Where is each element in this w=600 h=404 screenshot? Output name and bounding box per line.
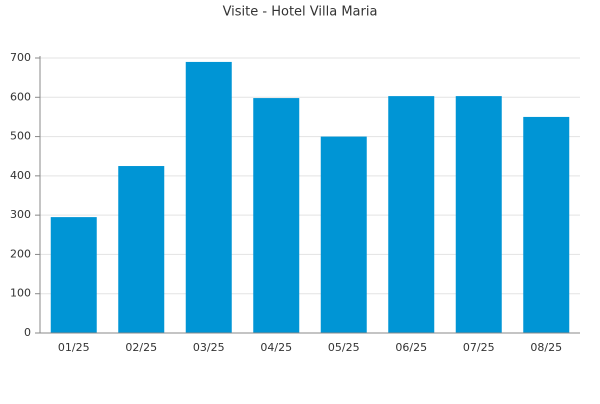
y-tick-label: 700	[10, 51, 31, 64]
y-tick-label: 300	[10, 208, 31, 221]
bar	[388, 96, 435, 333]
bar	[185, 61, 232, 334]
y-tick-label: 600	[10, 90, 31, 103]
y-tick-label: 500	[10, 130, 31, 143]
y-tick-label: 0	[24, 326, 31, 339]
x-tick-label: 05/25	[328, 341, 360, 354]
x-tick-label: 04/25	[260, 341, 292, 354]
y-tick-label: 400	[10, 169, 31, 182]
bar	[118, 166, 165, 333]
bar	[50, 217, 97, 333]
y-tick-label: 100	[10, 287, 31, 300]
bar	[455, 96, 502, 333]
x-tick-label: 07/25	[463, 341, 495, 354]
y-tick-label: 200	[10, 247, 31, 260]
bar	[320, 136, 367, 333]
x-tick-label: 08/25	[530, 341, 562, 354]
chart-title: Visite - Hotel Villa Maria	[223, 5, 378, 20]
x-tick-label: 02/25	[125, 341, 157, 354]
x-tick-label: 03/25	[193, 341, 225, 354]
bar	[523, 116, 570, 333]
x-tick-label: 01/25	[58, 341, 90, 354]
bar	[253, 98, 300, 333]
x-tick-label: 06/25	[395, 341, 427, 354]
